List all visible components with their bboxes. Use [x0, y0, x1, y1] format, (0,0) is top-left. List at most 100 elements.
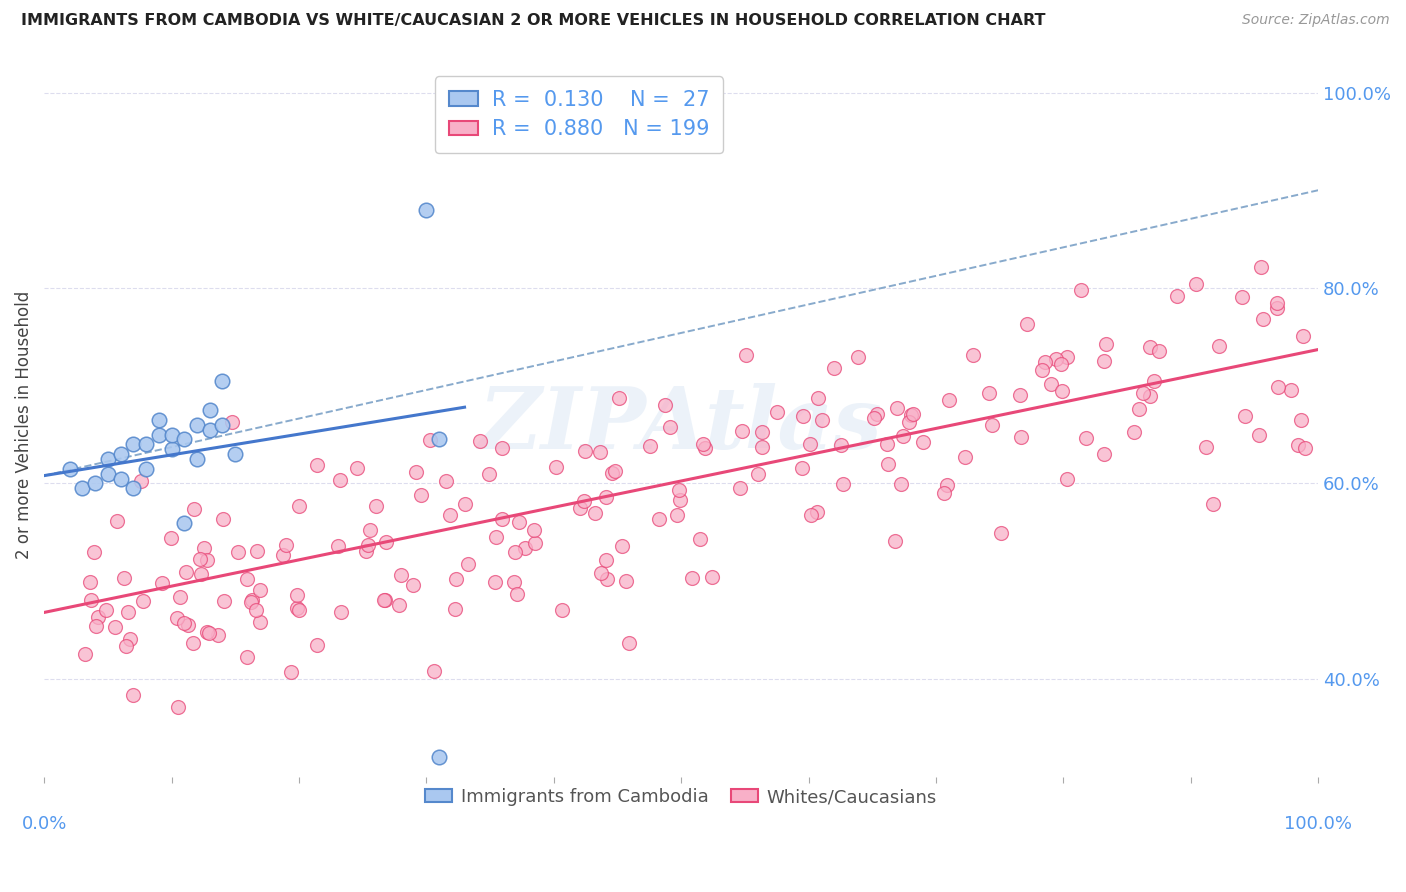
Point: [876, 437, 898, 451]
Point: [132, 594, 155, 608]
Point: [990, 526, 1012, 541]
Point: [423, 665, 446, 679]
Point: [1143, 374, 1166, 388]
Point: [668, 483, 690, 498]
Point: [374, 593, 396, 607]
Point: [329, 605, 352, 619]
Point: [544, 460, 567, 475]
Point: [122, 481, 145, 495]
Point: [444, 602, 467, 616]
Point: [152, 575, 174, 590]
Point: [569, 500, 592, 515]
Point: [444, 572, 467, 586]
Point: [242, 593, 264, 607]
Point: [73, 647, 96, 661]
Point: [274, 538, 297, 552]
Point: [765, 404, 787, 418]
Point: [288, 500, 311, 514]
Point: [195, 553, 218, 567]
Point: [1267, 380, 1289, 394]
Point: [211, 512, 233, 526]
Point: [105, 514, 128, 528]
Point: [1031, 363, 1053, 377]
Point: [366, 499, 388, 513]
Point: [955, 450, 977, 465]
Point: [877, 457, 900, 471]
Point: [863, 410, 886, 425]
Point: [224, 447, 246, 461]
Point: [936, 477, 959, 491]
Point: [1035, 355, 1057, 369]
Point: [160, 427, 183, 442]
Point: [457, 558, 479, 572]
Point: [1201, 497, 1223, 511]
Point: [117, 605, 139, 619]
Point: [96, 603, 118, 617]
Point: [1045, 352, 1067, 367]
Point: [305, 638, 328, 652]
Point: [1208, 339, 1230, 353]
Point: [792, 461, 814, 475]
Point: [211, 417, 233, 432]
Point: [1123, 425, 1146, 440]
Point: [434, 475, 457, 489]
Point: [751, 440, 773, 454]
Point: [572, 493, 595, 508]
Point: [1166, 288, 1188, 302]
Point: [1265, 296, 1288, 310]
Point: [693, 441, 716, 455]
Point: [212, 594, 235, 608]
Point: [415, 202, 437, 217]
Point: [122, 688, 145, 702]
Point: [589, 444, 612, 458]
Point: [419, 433, 441, 447]
Point: [619, 635, 641, 649]
Point: [427, 433, 450, 447]
Point: [211, 374, 233, 388]
Point: [1149, 344, 1171, 359]
Point: [846, 350, 869, 364]
Point: [198, 626, 221, 640]
Point: [193, 541, 215, 555]
Point: [901, 408, 924, 422]
Point: [666, 508, 689, 522]
Point: [884, 533, 907, 548]
Point: [280, 665, 302, 679]
Point: [329, 473, 352, 487]
Y-axis label: 2 or more Vehicles in Household: 2 or more Vehicles in Household: [15, 291, 32, 559]
Point: [271, 548, 294, 562]
Point: [1139, 340, 1161, 354]
Point: [659, 420, 682, 434]
Point: [246, 543, 269, 558]
Point: [730, 481, 752, 495]
Point: [174, 565, 197, 579]
Point: [245, 603, 267, 617]
Point: [806, 505, 828, 519]
Point: [596, 572, 619, 586]
Point: [605, 464, 627, 478]
Point: [484, 575, 506, 590]
Point: [287, 601, 309, 615]
Point: [610, 539, 633, 553]
Text: 0.0%: 0.0%: [21, 815, 67, 833]
Point: [938, 392, 960, 407]
Point: [307, 458, 329, 472]
Point: [221, 415, 243, 429]
Point: [583, 506, 606, 520]
Point: [807, 391, 830, 405]
Point: [177, 617, 200, 632]
Point: [1139, 389, 1161, 403]
Point: [1092, 354, 1115, 368]
Point: [600, 466, 623, 480]
Point: [405, 465, 427, 479]
Point: [1294, 441, 1316, 455]
Point: [505, 587, 527, 601]
Point: [1052, 384, 1074, 398]
Point: [1292, 329, 1315, 343]
Point: [454, 497, 477, 511]
Point: [523, 535, 546, 549]
Point: [751, 425, 773, 439]
Point: [523, 523, 546, 537]
Point: [97, 452, 120, 467]
Point: [823, 360, 845, 375]
